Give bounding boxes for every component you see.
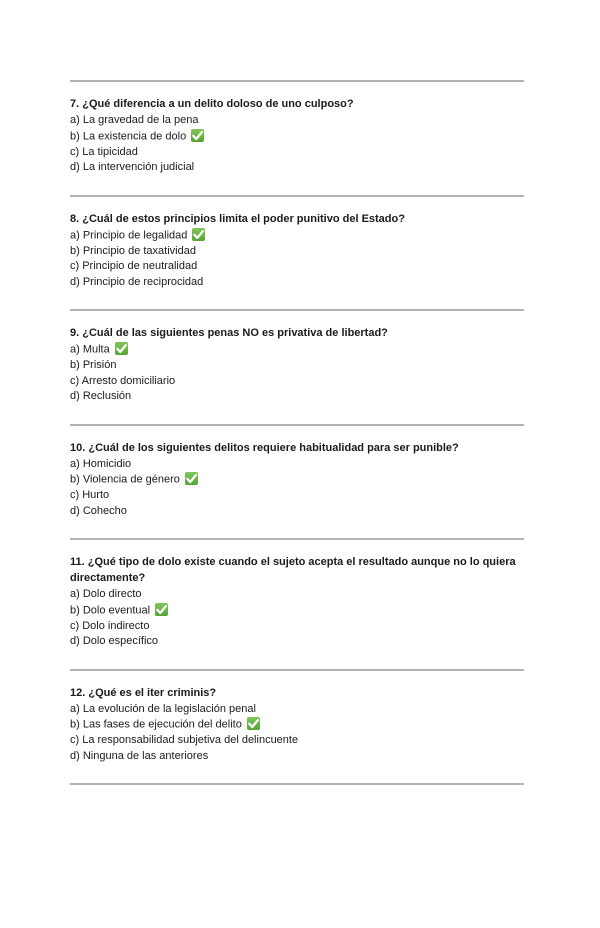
answer-option: b) Las fases de ejecución del delito [70,717,524,733]
answer-option-label: b) Prisión [70,359,117,371]
question-text: ¿Cuál de estos principios limita el pode… [82,212,405,225]
answer-option-label: a) Dolo directo [70,588,142,600]
answer-option-label: c) Dolo indirecto [70,619,150,632]
question-block: 11. ¿Qué tipo de dolo existe cuando el s… [70,540,524,669]
section-divider [70,423,524,426]
answer-option-label: d) Ninguna de las anteriores [70,749,209,762]
answer-option: b) Principio de taxatividad [70,244,524,260]
green-check-icon [192,227,206,241]
answer-option: a) Multa [70,342,524,358]
question-number: 7. [70,98,80,110]
question-number: 11. [70,556,85,568]
question-number: 8. [70,212,80,225]
section-divider [70,194,524,197]
question-block: 8. ¿Cuál de estos principios limita el p… [70,197,524,310]
answer-option: d) Ninguna de las anteriores [70,749,524,765]
question-title: 9. ¿Cuál de las siguientes penas NO es p… [70,325,524,341]
answer-option-label: c) La tipicidad [70,145,138,158]
question-block: 12. ¿Qué es el iter criminis? a) La evol… [70,671,524,784]
answer-option-label: d) Principio de reciprocidad [70,275,204,288]
answer-option-label: d) Reclusión [70,390,132,402]
question-title: 11. ¿Qué tipo de dolo existe cuando el s… [70,554,524,586]
question-block: 9. ¿Cuál de las siguientes penas NO es p… [70,311,524,424]
green-check-icon [184,472,198,485]
answer-option-label: b) Las fases de ejecución del delito [70,718,242,731]
answer-option-label: a) La gravedad de la pena [70,114,199,126]
answer-option-label: d) Cohecho [70,504,127,517]
answer-option-label: d) Dolo específico [70,635,159,647]
question-text: ¿Cuál de los siguientes delitos requiere… [88,441,459,454]
question-text: ¿Cuál de las siguientes penas NO es priv… [82,327,388,339]
answer-option: c) Hurto [70,488,524,504]
answer-option: b) La existencia de dolo [70,128,524,145]
answer-option-label: a) La evolución de la legislación penal [70,702,256,715]
question-block: 7. ¿Qué diferencia a un delito doloso de… [70,82,524,195]
answer-option: b) Dolo eventual [70,602,524,619]
green-check-icon [191,128,205,142]
answer-option-label: b) Dolo eventual [70,604,151,616]
question-block: 10. ¿Cuál de los siguientes delitos requ… [70,426,524,539]
section-divider [70,309,524,311]
answer-option-label: b) Violencia de género [70,473,180,486]
green-check-icon [155,602,169,616]
answer-option: d) Reclusión [70,389,524,405]
green-check-icon [246,717,260,730]
answer-option: d) Principio de reciprocidad [70,275,524,291]
answer-option: d) Dolo específico [70,634,524,650]
answer-option-label: c) Hurto [70,489,110,501]
section-divider [70,668,524,671]
answer-option: c) La responsabilidad subjetiva del deli… [70,733,524,749]
answer-option: c) Arresto domiciliario [70,374,524,390]
answer-option-label: c) Arresto domiciliario [70,374,176,387]
question-title: 7. ¿Qué diferencia a un delito doloso de… [70,96,524,112]
answer-option: c) Principio de neutralidad [70,259,524,275]
answer-option-label: a) Multa [70,343,110,356]
question-text: ¿Qué es el iter criminis? [88,686,217,699]
quiz-question-list: 7. ¿Qué diferencia a un delito doloso de… [70,80,524,785]
answer-option: b) Prisión [70,358,524,374]
answer-option: a) Principio de legalidad [70,227,524,244]
answer-option: a) La evolución de la legislación penal [70,702,524,718]
answer-option-label: b) La existencia de dolo [70,130,187,142]
answer-option-label: d) La intervención judicial [70,161,195,173]
answer-option: a) La gravedad de la pena [70,113,524,129]
answer-option: d) La intervención judicial [70,160,524,176]
question-title: 8. ¿Cuál de estos principios limita el p… [70,211,524,227]
answer-option-label: a) Homicidio [70,457,132,470]
answer-option: b) Violencia de género [70,472,524,488]
answer-option: c) La tipicidad [70,145,524,161]
answer-option-label: c) Principio de neutralidad [70,260,198,272]
question-text: ¿Qué tipo de dolo existe cuando el sujet… [70,556,516,584]
answer-option-label: c) La responsabilidad subjetiva del deli… [70,734,299,746]
answer-option: a) Dolo directo [70,587,524,603]
answer-option-label: b) Principio de taxatividad [70,244,196,257]
section-divider [70,80,524,82]
question-title: 10. ¿Cuál de los siguientes delitos requ… [70,440,524,456]
answer-option-label: a) Principio de legalidad [70,229,188,241]
question-text: ¿Qué diferencia a un delito doloso de un… [82,98,354,110]
question-number: 10. [70,441,86,454]
green-check-icon [114,342,128,355]
section-divider [70,783,524,785]
section-divider [70,538,524,540]
answer-option: c) Dolo indirecto [70,619,524,635]
answer-option: a) Homicidio [70,457,524,473]
question-number: 12. [70,686,86,699]
question-title: 12. ¿Qué es el iter criminis? [70,685,524,701]
question-number: 9. [70,327,80,339]
answer-option: d) Cohecho [70,504,524,520]
